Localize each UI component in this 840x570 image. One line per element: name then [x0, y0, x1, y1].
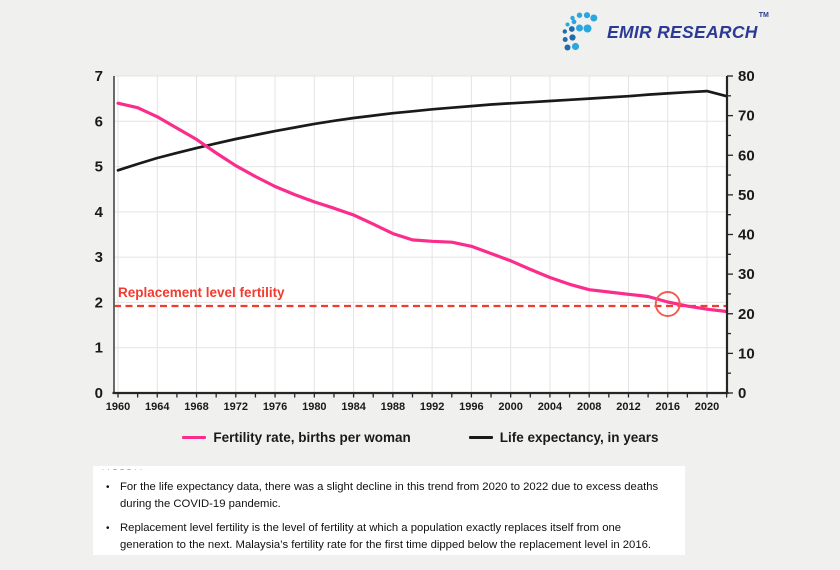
logo-dot	[564, 44, 571, 51]
logo-dot	[571, 42, 580, 51]
right-axis-label: 50	[738, 187, 755, 204]
life-expectancy-line-swatch	[468, 435, 493, 440]
logo-dot	[590, 14, 598, 22]
right-axis-label: 20	[738, 306, 755, 323]
x-axis-label: 2012	[616, 401, 640, 413]
x-axis-label: 2004	[538, 401, 563, 413]
left-axis-label: 2	[95, 294, 103, 311]
right-axis-label: 30	[738, 266, 755, 283]
legend-item-fertility: Fertility rate, births per woman	[182, 430, 411, 445]
replacement-level-label: Replacement level fertility	[118, 285, 285, 300]
x-axis-label: 1992	[420, 401, 444, 413]
cropped-text-fragment: · · – – – · ·	[102, 467, 144, 473]
fertility-line-swatch	[182, 435, 207, 440]
right-axis-label: 40	[738, 227, 755, 244]
logo-dot	[583, 24, 592, 33]
crossing-circle	[654, 291, 681, 317]
fertility-life-expectancy-chart: Replacement level fertility0123456701020…	[95, 68, 755, 413]
x-axis-label: 1976	[263, 401, 287, 413]
emir-research-logo-icon	[562, 12, 598, 51]
plot-area	[114, 76, 727, 393]
x-axis-label: 1964	[145, 401, 170, 413]
left-axis-label: 0	[95, 385, 103, 402]
right-axis-label: 0	[738, 385, 746, 402]
life-expectancy-line	[116, 89, 728, 172]
left-axis-label: 3	[95, 249, 103, 266]
left-axis-label: 4	[95, 204, 104, 221]
legend-label-fertility: Fertility rate, births per woman	[213, 430, 411, 445]
right-axis-label: 10	[738, 345, 755, 362]
x-axis-label: 2020	[695, 401, 719, 413]
logo-dot	[571, 19, 577, 25]
left-axis-label: 7	[95, 68, 103, 85]
x-axis-label: 2008	[577, 401, 601, 413]
logo-dot	[576, 12, 583, 18]
x-axis-label: 2000	[498, 401, 522, 413]
right-axis-label: 80	[738, 68, 755, 85]
right-axis-label: 60	[738, 147, 755, 164]
chart-legend: Fertility rate, births per woman Life ex…	[114, 430, 727, 445]
notes-box: · · – – – · · For the life expectancy da…	[93, 466, 685, 555]
x-axis-label: 1968	[184, 401, 208, 413]
left-axis-label: 1	[95, 340, 103, 357]
legend-item-life-expectancy: Life expectancy, in years	[468, 430, 659, 445]
emir-research-logo: EMIR RESEARCH TM	[560, 10, 769, 54]
left-axis-label: 6	[95, 113, 103, 130]
logo-text: EMIR RESEARCH	[607, 21, 758, 42]
logo-dot	[565, 22, 570, 27]
legend-label-life-expectancy: Life expectancy, in years	[499, 430, 659, 445]
logo-dot	[568, 26, 575, 32]
note-replacement-fertility: Replacement level fertility is the level…	[103, 520, 673, 554]
notes-list: For the life expectancy data, there was …	[103, 479, 673, 554]
left-axis-label: 5	[95, 159, 103, 176]
x-axis-label: 1980	[302, 401, 326, 413]
logo-dot	[562, 37, 568, 42]
x-axis-label: 2016	[655, 401, 679, 413]
logo-dot	[569, 34, 576, 41]
logo-dot	[562, 29, 567, 34]
logo-dot	[576, 24, 583, 32]
x-axis-label: 1984	[341, 401, 366, 413]
logo-trademark: TM	[758, 12, 769, 19]
x-axis-label: 1960	[106, 401, 130, 413]
note-covid-decline: For the life expectancy data, there was …	[103, 479, 673, 513]
x-axis-label: 1972	[224, 401, 248, 413]
x-axis-label: 1996	[459, 401, 483, 413]
x-axis-label: 1988	[381, 401, 405, 413]
logo-dot	[583, 12, 591, 19]
right-axis-label: 70	[738, 108, 755, 125]
logo-dot	[570, 15, 575, 21]
fertility-rate-line	[116, 101, 729, 314]
